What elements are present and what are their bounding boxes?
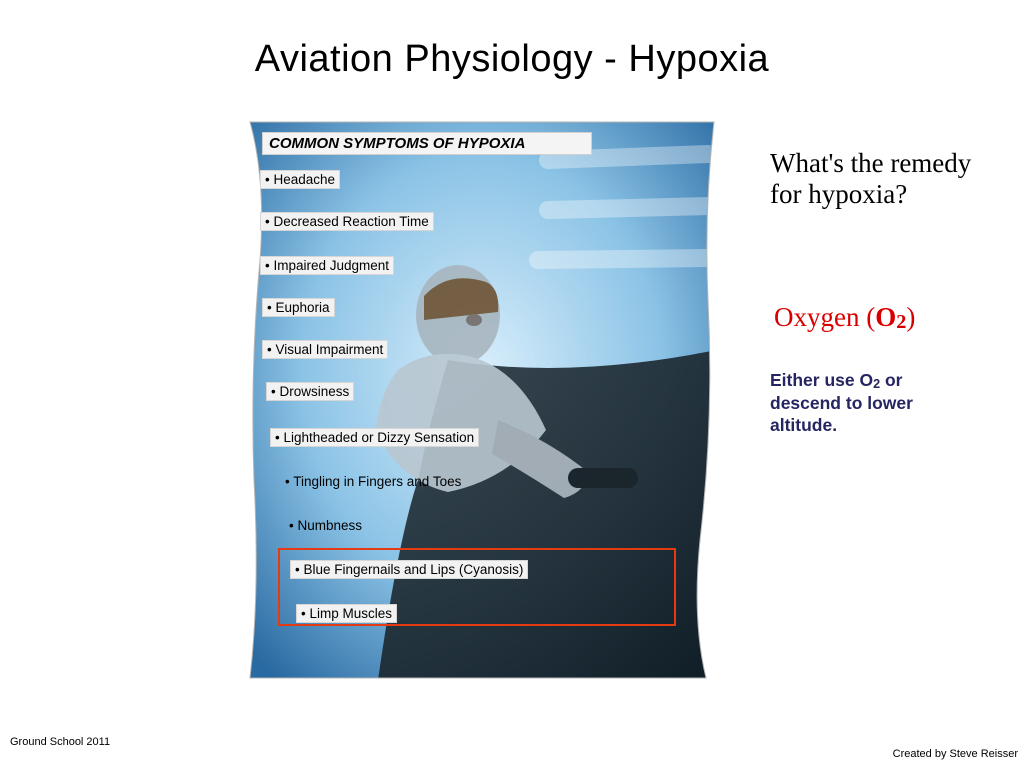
answer-prefix: Oxygen ( — [774, 302, 875, 332]
remedy-line1a: Either use O — [770, 370, 873, 390]
list-item: • Visual Impairment — [262, 340, 388, 359]
page-title: Aviation Physiology - Hypoxia — [0, 38, 1024, 81]
answer-suffix: ) — [906, 302, 915, 332]
symptom-label: • Decreased Reaction Time — [260, 212, 434, 231]
footer-right: Created by Steve Reisser — [893, 748, 1018, 760]
question-text: What's the remedy for hypoxia? — [770, 148, 990, 210]
list-item: • Euphoria — [262, 298, 335, 317]
list-item: • Lightheaded or Dizzy Sensation — [270, 428, 479, 447]
symptom-label: • Drowsiness — [266, 382, 354, 401]
highlight-box — [278, 548, 676, 626]
symptom-label: • Impaired Judgment — [260, 256, 394, 275]
remedy-line1c: or — [880, 370, 902, 390]
remedy-line2: descend to lower — [770, 393, 913, 413]
answer-o: O — [875, 302, 896, 332]
list-item: • Headache — [260, 170, 340, 189]
remedy-text: Either use O2 or descend to lower altitu… — [770, 370, 995, 436]
list-item: • Tingling in Fingers and Toes — [280, 472, 466, 491]
list-item: • Drowsiness — [266, 382, 354, 401]
remedy-line3: altitude. — [770, 415, 837, 435]
answer-text: Oxygen (O2) — [774, 302, 915, 334]
diagram-header: COMMON SYMPTOMS OF HYPOXIA — [262, 132, 592, 155]
footer-left: Ground School 2011 — [10, 736, 110, 748]
symptoms-diagram: COMMON SYMPTOMS OF HYPOXIA • Headache • D… — [248, 120, 716, 680]
symptom-label: • Numbness — [284, 516, 367, 535]
answer-sub: 2 — [896, 311, 906, 333]
symptom-label: • Lightheaded or Dizzy Sensation — [270, 428, 479, 447]
symptom-label: • Euphoria — [262, 298, 335, 317]
slide: Aviation Physiology - Hypoxia — [0, 0, 1024, 768]
symptom-label: • Tingling in Fingers and Toes — [280, 472, 466, 491]
symptom-label: • Visual Impairment — [262, 340, 388, 359]
list-item: • Impaired Judgment — [260, 256, 394, 275]
list-item: • Numbness — [284, 516, 367, 535]
symptom-label: • Headache — [260, 170, 340, 189]
list-item: • Decreased Reaction Time — [260, 212, 434, 231]
